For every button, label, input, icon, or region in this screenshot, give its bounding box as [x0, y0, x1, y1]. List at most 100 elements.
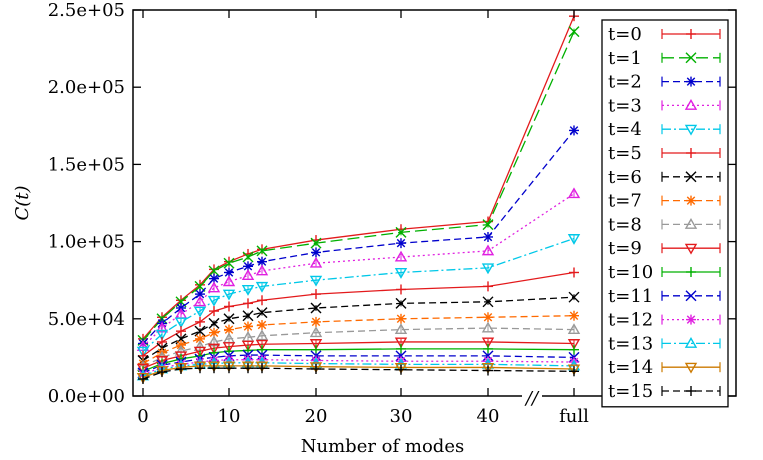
data-point — [311, 316, 321, 327]
y-axis-title: C(t) — [12, 185, 33, 220]
data-point — [243, 298, 253, 309]
data-point — [309, 326, 323, 338]
data-point — [569, 267, 579, 278]
data-point — [222, 361, 236, 373]
data-point — [223, 313, 235, 325]
data-point — [241, 361, 255, 373]
legend-label: t=6 — [608, 167, 642, 188]
data-point — [567, 364, 581, 376]
x-axis-title: Number of modes — [301, 436, 464, 457]
data-point — [193, 361, 207, 373]
series-line — [142, 237, 575, 352]
legend-entry: t=4 — [608, 119, 721, 140]
data-point — [483, 281, 493, 292]
data-point — [482, 296, 494, 308]
series-t-4 — [136, 234, 581, 358]
data-point — [193, 346, 207, 358]
legend-marker — [685, 52, 697, 64]
data-point — [243, 363, 253, 374]
data-point — [157, 367, 167, 378]
legend-marker — [684, 124, 698, 136]
data-point — [483, 231, 493, 242]
axis-break-mark: // — [524, 388, 540, 409]
legend-entry: t=6 — [608, 167, 721, 188]
data-point — [207, 343, 221, 355]
data-point — [481, 362, 495, 374]
data-point — [481, 321, 495, 333]
data-point — [176, 363, 186, 374]
data-point — [569, 344, 579, 355]
data-point — [311, 247, 321, 258]
data-point — [309, 362, 323, 374]
y-tick-label: 5.0e+04 — [48, 309, 125, 330]
data-point — [207, 361, 221, 373]
data-point — [194, 325, 206, 337]
series-line — [142, 315, 575, 365]
data-point — [209, 363, 219, 374]
data-point — [255, 339, 269, 351]
legend-entry: t=0 — [608, 24, 721, 45]
y-tick-label: 0.0e+00 — [48, 386, 125, 407]
legend-marker — [686, 29, 696, 39]
data-point — [483, 365, 493, 376]
legend-marker — [684, 243, 698, 255]
x-tick-label: full — [559, 406, 589, 427]
data-point — [223, 257, 235, 269]
data-point — [396, 364, 406, 375]
data-point — [138, 374, 148, 385]
data-point — [208, 265, 220, 277]
legend-entry: t=7 — [608, 191, 721, 212]
legend-marker — [686, 148, 696, 158]
legend-label: t=9 — [608, 238, 642, 259]
legend-box — [601, 19, 729, 408]
legend-marker — [686, 195, 696, 206]
legend: t=0 t=1 t=2t=3 t=4 t=5 t=6 t=7t=8 t=9 t=10 t=11 t=… — [601, 19, 729, 408]
legend-marker — [684, 217, 698, 229]
data-point — [311, 363, 321, 374]
axis-break-mask — [522, 392, 542, 400]
data-point — [222, 289, 236, 301]
data-point — [482, 219, 494, 231]
legend-label: t=4 — [608, 119, 642, 140]
data-point — [256, 245, 268, 257]
data-point — [481, 337, 495, 349]
data-point — [569, 366, 579, 377]
data-point — [243, 321, 253, 332]
legend-marker — [685, 171, 697, 183]
legend-entry: t=2 — [608, 72, 721, 93]
series-line — [142, 15, 575, 340]
legend-entry: t=3 — [608, 95, 721, 116]
data-point — [396, 313, 406, 324]
data-point — [241, 340, 255, 352]
data-point — [394, 362, 408, 374]
legend-label: t=15 — [608, 381, 653, 402]
data-point — [483, 343, 493, 354]
data-point — [569, 125, 579, 136]
data-point — [396, 343, 406, 354]
data-point — [241, 285, 255, 296]
series-line — [142, 31, 575, 341]
data-point — [255, 281, 269, 293]
legend-entry: t=11 — [608, 286, 721, 307]
legend-label: t=0 — [608, 24, 642, 45]
data-point — [255, 264, 269, 276]
data-point — [310, 237, 322, 249]
x-tick-label: 0 — [137, 406, 148, 427]
y-tick-label: 1.5e+05 — [48, 154, 125, 175]
data-point — [155, 356, 169, 367]
data-point — [207, 295, 221, 307]
legend-marker — [684, 336, 698, 348]
data-point — [195, 316, 205, 327]
legend-label: t=10 — [608, 262, 653, 283]
series-t-2 — [138, 125, 579, 349]
data-point — [195, 363, 205, 374]
legend-entry: t=5 — [608, 143, 721, 164]
data-point — [224, 301, 234, 312]
data-point — [568, 26, 580, 38]
legend-entry: t=14 — [608, 357, 721, 378]
data-point — [257, 363, 267, 374]
data-point — [242, 251, 254, 263]
series-t-14 — [136, 361, 581, 384]
data-point — [309, 256, 323, 268]
